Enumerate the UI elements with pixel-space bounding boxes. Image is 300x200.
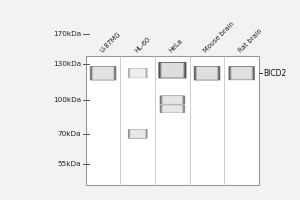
Text: HL-60: HL-60 [134, 35, 152, 53]
FancyBboxPatch shape [92, 67, 114, 80]
Text: 170kDa: 170kDa [53, 31, 81, 37]
FancyBboxPatch shape [129, 129, 146, 138]
FancyBboxPatch shape [163, 96, 182, 104]
FancyBboxPatch shape [161, 63, 184, 78]
FancyBboxPatch shape [159, 62, 186, 78]
FancyBboxPatch shape [158, 62, 187, 78]
FancyBboxPatch shape [162, 96, 182, 104]
FancyBboxPatch shape [129, 68, 146, 78]
FancyBboxPatch shape [129, 69, 146, 78]
FancyBboxPatch shape [161, 63, 183, 77]
FancyBboxPatch shape [160, 96, 185, 104]
Text: BICD2: BICD2 [263, 69, 286, 78]
FancyBboxPatch shape [162, 105, 182, 112]
FancyBboxPatch shape [196, 67, 218, 80]
FancyBboxPatch shape [129, 129, 146, 138]
FancyBboxPatch shape [160, 105, 185, 113]
FancyBboxPatch shape [129, 129, 147, 138]
FancyBboxPatch shape [231, 67, 252, 79]
FancyBboxPatch shape [162, 63, 183, 77]
FancyBboxPatch shape [161, 105, 183, 113]
FancyBboxPatch shape [93, 67, 113, 79]
FancyBboxPatch shape [197, 67, 217, 79]
FancyBboxPatch shape [93, 67, 113, 80]
FancyBboxPatch shape [92, 67, 115, 80]
FancyBboxPatch shape [160, 96, 184, 104]
FancyBboxPatch shape [130, 69, 146, 78]
FancyBboxPatch shape [163, 105, 182, 112]
Text: HeLa: HeLa [168, 37, 184, 53]
FancyBboxPatch shape [128, 129, 148, 138]
FancyBboxPatch shape [161, 96, 184, 104]
FancyBboxPatch shape [194, 66, 220, 80]
FancyBboxPatch shape [91, 66, 115, 80]
FancyBboxPatch shape [160, 63, 185, 78]
FancyBboxPatch shape [91, 66, 116, 80]
Text: 70kDa: 70kDa [58, 131, 81, 137]
FancyBboxPatch shape [130, 69, 146, 78]
Text: 100kDa: 100kDa [53, 97, 81, 103]
FancyBboxPatch shape [232, 67, 252, 79]
FancyBboxPatch shape [230, 67, 253, 80]
FancyBboxPatch shape [160, 105, 185, 113]
FancyBboxPatch shape [161, 105, 184, 113]
FancyBboxPatch shape [162, 105, 183, 113]
FancyBboxPatch shape [160, 105, 184, 113]
FancyBboxPatch shape [160, 96, 185, 104]
FancyBboxPatch shape [196, 67, 218, 80]
Text: U-87MG: U-87MG [99, 30, 122, 53]
Text: Mouse brain: Mouse brain [203, 20, 236, 53]
FancyBboxPatch shape [230, 67, 254, 80]
Text: 130kDa: 130kDa [53, 61, 81, 67]
FancyBboxPatch shape [128, 68, 148, 78]
FancyBboxPatch shape [130, 130, 146, 138]
FancyBboxPatch shape [159, 62, 185, 78]
FancyBboxPatch shape [231, 67, 253, 80]
FancyBboxPatch shape [130, 130, 146, 138]
FancyBboxPatch shape [90, 66, 116, 80]
FancyBboxPatch shape [130, 69, 145, 78]
FancyBboxPatch shape [128, 129, 147, 138]
Text: Rat brain: Rat brain [237, 27, 263, 53]
FancyBboxPatch shape [195, 66, 219, 80]
FancyBboxPatch shape [161, 96, 183, 104]
FancyBboxPatch shape [128, 68, 147, 78]
FancyBboxPatch shape [90, 66, 116, 80]
Text: 55kDa: 55kDa [58, 161, 81, 167]
FancyBboxPatch shape [228, 66, 255, 80]
FancyBboxPatch shape [160, 63, 184, 78]
FancyBboxPatch shape [194, 66, 220, 80]
FancyBboxPatch shape [130, 130, 145, 138]
FancyBboxPatch shape [129, 68, 147, 78]
Bar [86, 56, 259, 185]
FancyBboxPatch shape [230, 66, 254, 80]
FancyBboxPatch shape [162, 96, 183, 104]
FancyBboxPatch shape [229, 66, 254, 80]
FancyBboxPatch shape [195, 66, 219, 80]
FancyBboxPatch shape [197, 67, 218, 80]
